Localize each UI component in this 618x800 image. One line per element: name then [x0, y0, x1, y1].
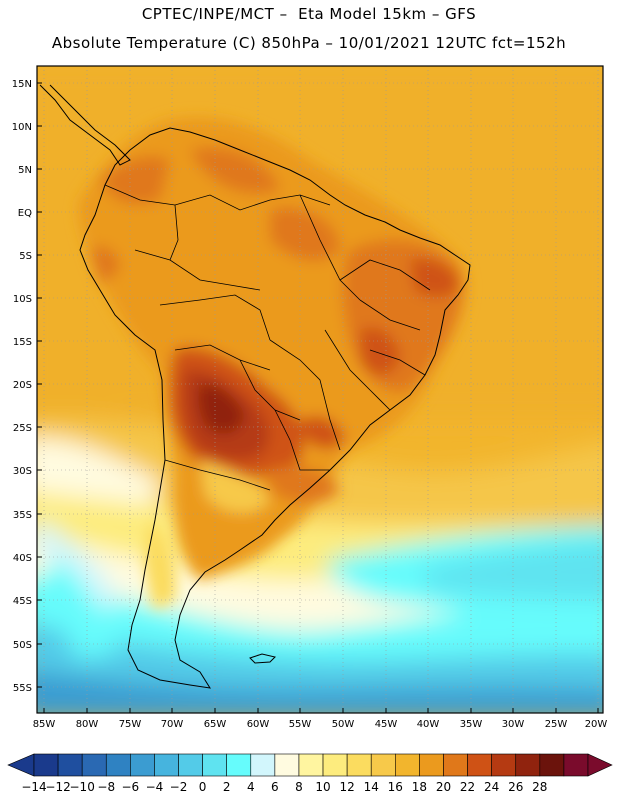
- colorbar-label: 10: [315, 780, 330, 794]
- latitude-axis: 15N 10N 5N EQ 5S 10S 15S 20S 25S 30S 35S…: [12, 79, 32, 694]
- lat-label: 20S: [13, 380, 32, 391]
- colorbar-label: −6: [121, 780, 139, 794]
- temperature-field: [37, 66, 603, 713]
- lon-label: 50W: [332, 719, 355, 730]
- lat-label: EQ: [18, 208, 32, 219]
- lat-label: 45S: [13, 596, 32, 607]
- colorbar-cell: [202, 753, 227, 777]
- lat-label: 50S: [13, 640, 32, 651]
- temperature-map: 15N 10N 5N EQ 5S 10S 15S 20S 25S 30S 35S…: [12, 65, 608, 730]
- colorbar-cell: [250, 753, 276, 777]
- colorbar-cell: [178, 753, 203, 777]
- colorbar-label: 6: [271, 780, 279, 794]
- lon-label: 85W: [33, 719, 56, 730]
- colorbar-cell: [346, 753, 372, 777]
- colorbar-cell: [226, 753, 252, 777]
- colorbar-label: 18: [412, 780, 427, 794]
- lon-label: 60W: [247, 719, 270, 730]
- colorbar-label: −14: [21, 780, 46, 794]
- colorbar-cell: [491, 753, 517, 777]
- lon-label: 40W: [417, 719, 440, 730]
- lat-label: 10N: [12, 122, 32, 133]
- colorbar-cell: [515, 753, 541, 777]
- lat-label: 15N: [12, 79, 32, 90]
- colorbar-cell: [443, 753, 468, 777]
- colorbar-label: −2: [170, 780, 188, 794]
- colorbar-cell: [130, 753, 155, 777]
- lon-label: 75W: [119, 719, 142, 730]
- lat-label: 30S: [13, 466, 32, 477]
- lat-label: 15S: [13, 337, 32, 348]
- colorbar-lower-arrow: [7, 753, 35, 777]
- lon-label: 20W: [585, 719, 608, 730]
- colorbar-cell: [563, 753, 589, 777]
- colorbar-cell: [467, 753, 492, 777]
- longitude-axis: 85W 80W 75W 70W 65W 60W 55W 50W 45W 40W …: [33, 719, 608, 730]
- colorbar-cell: [57, 753, 83, 777]
- colorbar-cell: [370, 753, 396, 777]
- colorbar-label: 20: [436, 780, 451, 794]
- title-line-1: CPTEC/INPE/MCT – Eta Model 15km – GFS: [141, 5, 477, 23]
- falkland-islands: [249, 653, 276, 664]
- colorbar-cell: [539, 753, 565, 777]
- colorbar-cell: [33, 753, 59, 777]
- colorbar-upper-arrow: [587, 753, 613, 777]
- colorbar-label: −8: [97, 780, 115, 794]
- lon-label: 65W: [204, 719, 227, 730]
- colorbar-cell: [322, 753, 348, 777]
- colorbar-label: 0: [199, 780, 207, 794]
- colorbar-label: 28: [532, 780, 547, 794]
- colorbar-label: 16: [388, 780, 403, 794]
- colorbar-cell: [105, 753, 131, 777]
- colorbar: −14−12−10 −8 −6 −4 −2 0 2 4 6 8 10 12 14 16 18 20 22 24 26…: [7, 753, 613, 794]
- colorbar-cell: [298, 753, 324, 777]
- colorbar-label: 26: [508, 780, 523, 794]
- colorbar-label: −12: [45, 780, 70, 794]
- colorbar-label: −4: [146, 780, 164, 794]
- lat-label: 40S: [13, 553, 32, 564]
- lon-label: 70W: [161, 719, 184, 730]
- colorbar-label: 8: [295, 780, 303, 794]
- lat-label: 5S: [19, 251, 32, 262]
- lon-label: 55W: [289, 719, 312, 730]
- colorbar-cell: [395, 753, 420, 777]
- colorbar-label: 14: [364, 780, 379, 794]
- lon-label: 25W: [545, 719, 568, 730]
- lon-label: 45W: [375, 719, 398, 730]
- colorbar-cell: [419, 753, 444, 777]
- lat-label: 35S: [13, 510, 32, 521]
- title-line-2: Absolute Temperature (C) 850hPa – 10/01/…: [51, 34, 567, 52]
- lon-label: 80W: [76, 719, 99, 730]
- colorbar-label: −10: [70, 780, 95, 794]
- lat-label: 25S: [13, 423, 32, 434]
- colorbar-cell: [154, 753, 179, 777]
- lon-label: 35W: [460, 719, 483, 730]
- colorbar-label: 12: [339, 780, 354, 794]
- map-frame: [36, 65, 604, 714]
- colorbar-label: 22: [460, 780, 475, 794]
- central-america: [39, 84, 131, 166]
- colorbar-cell: [274, 753, 300, 777]
- lon-label: 30W: [502, 719, 525, 730]
- lat-label: 10S: [13, 294, 32, 305]
- lat-label: 5N: [18, 165, 32, 176]
- colorbar-cell: [81, 753, 107, 777]
- colorbar-label: 2: [223, 780, 231, 794]
- colorbar-label: 4: [247, 780, 255, 794]
- lat-label: 55S: [13, 683, 32, 694]
- colorbar-label: 24: [484, 780, 499, 794]
- coastline: [79, 127, 471, 689]
- country-borders: [104, 184, 431, 491]
